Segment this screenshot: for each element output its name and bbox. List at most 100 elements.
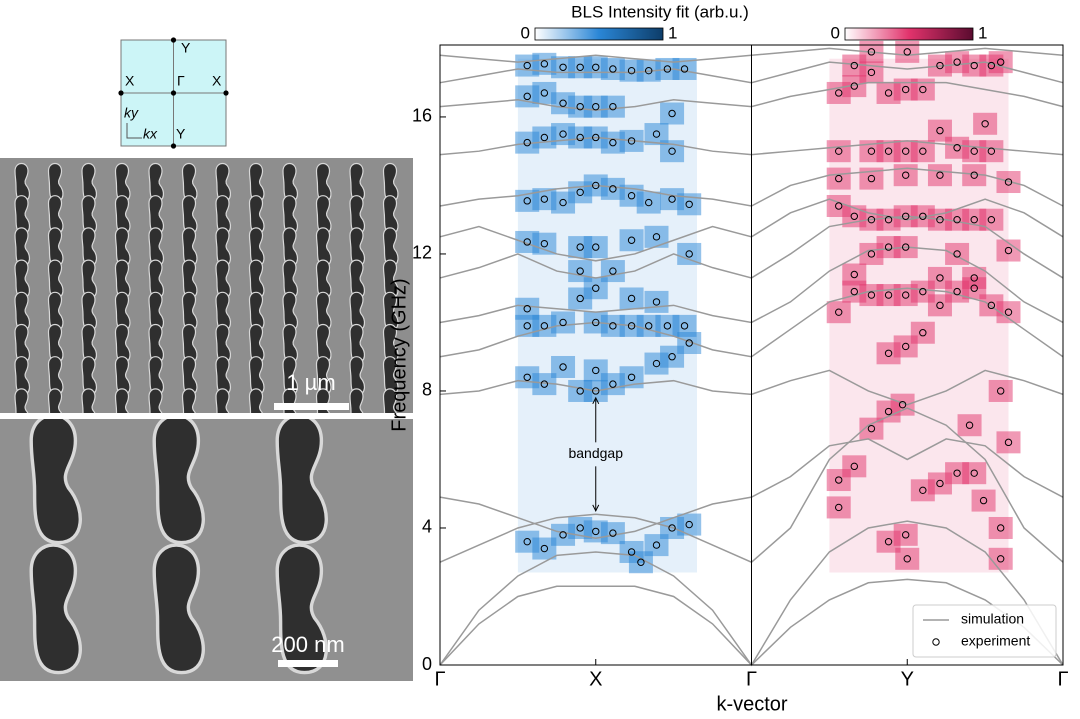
nanostructure xyxy=(114,227,131,267)
nanostructure xyxy=(148,291,164,331)
experiment-point xyxy=(540,133,549,142)
heatmap-cell xyxy=(600,522,625,545)
nanostructure xyxy=(248,227,265,267)
experiment-point xyxy=(987,301,996,310)
nanostructure xyxy=(114,195,131,234)
zone-point xyxy=(170,90,177,96)
experiment-point xyxy=(953,469,961,477)
experiment-point xyxy=(685,200,693,208)
colorbar-tick-label: 1 xyxy=(978,23,987,42)
nanostructure xyxy=(248,388,264,413)
nanostructure xyxy=(248,259,265,299)
experiment-point xyxy=(884,89,893,97)
experiment-point xyxy=(592,102,600,111)
legend-box xyxy=(912,604,1057,658)
experiment-point xyxy=(970,215,978,224)
nanostructure xyxy=(81,291,97,331)
scale-text: 200 nm xyxy=(271,632,344,657)
experiment-point xyxy=(576,387,584,395)
heatmap-cell xyxy=(672,57,697,80)
experiment-point xyxy=(936,171,944,179)
heatmap-cell xyxy=(600,314,625,337)
heatmap-cell xyxy=(628,551,653,574)
nanostructure xyxy=(181,259,198,299)
heatmap-cell xyxy=(600,260,625,283)
nanostructure xyxy=(215,388,230,413)
experiment-point xyxy=(668,109,676,118)
experiment-point xyxy=(936,274,944,282)
zone-point xyxy=(170,143,177,149)
x-tick-label: Y xyxy=(901,668,914,690)
nanostructure xyxy=(47,195,64,234)
arrow-head xyxy=(592,504,600,512)
heatmap-cell xyxy=(644,123,669,146)
experiment-point xyxy=(884,537,893,546)
zone-label: Y xyxy=(181,40,191,56)
colorbar-tick-label: 0 xyxy=(521,23,530,42)
nanostructure xyxy=(248,291,265,331)
nanostructure xyxy=(114,323,131,363)
nanostructure xyxy=(14,388,29,413)
experiment-point xyxy=(668,353,676,361)
nanostructure xyxy=(382,227,399,267)
x-tick-label: Γ xyxy=(434,668,445,690)
nanostructure xyxy=(152,543,205,675)
nanostructure xyxy=(14,227,30,267)
experiment-point xyxy=(592,63,600,71)
heatmap-cell xyxy=(988,516,1013,539)
zone-point xyxy=(118,90,124,96)
nanostructure xyxy=(181,323,198,363)
experiment-point xyxy=(867,68,876,77)
heatmap-cell xyxy=(890,393,915,416)
experiment-point xyxy=(540,89,549,97)
experiment-point xyxy=(970,147,978,155)
experiment-point xyxy=(884,215,893,224)
nanostructure xyxy=(148,356,164,395)
experiment-point xyxy=(576,243,584,251)
experiment-point xyxy=(867,424,876,433)
nanostructure xyxy=(215,227,231,267)
heatmap-cell xyxy=(957,414,982,437)
zone-label: Γ xyxy=(177,73,185,89)
nanostructure xyxy=(114,356,131,395)
nanostructure xyxy=(181,356,198,395)
x-tick-label: X xyxy=(589,668,602,690)
experiment-point xyxy=(901,85,910,94)
nanostructure xyxy=(47,388,63,413)
y-tick-label: 4 xyxy=(422,517,432,537)
nanostructure xyxy=(382,388,398,413)
experiment-point xyxy=(953,144,961,152)
nanostructure xyxy=(81,259,97,299)
colorbar-title: BLS Intensity fit (arb.u.) xyxy=(571,2,749,21)
experiment-point xyxy=(997,555,1005,563)
experiment-point xyxy=(936,61,944,70)
heatmap-cell xyxy=(979,208,1004,231)
nanostructure xyxy=(248,195,265,234)
zone-label: Y xyxy=(176,126,186,142)
experiment-point xyxy=(867,48,876,56)
heatmap-cell xyxy=(532,537,557,560)
experiment-point xyxy=(559,531,567,539)
experiment-point xyxy=(540,60,549,68)
nanostructure xyxy=(114,388,130,413)
experiment-point xyxy=(850,270,858,279)
nanostructure xyxy=(47,291,64,331)
nanostructure xyxy=(181,227,198,267)
experiment-point xyxy=(609,322,617,330)
experiment-point xyxy=(540,544,549,553)
experiment-point xyxy=(884,291,893,299)
experiment-point xyxy=(652,233,661,241)
experiment-point xyxy=(850,287,858,296)
heatmap-cell xyxy=(619,287,644,310)
scale-bar xyxy=(274,403,349,410)
experiment-point xyxy=(850,212,858,220)
colorbar-tick-label: 0 xyxy=(831,23,840,42)
nanostructure xyxy=(282,227,298,267)
experiment-point xyxy=(1004,178,1013,186)
nanostructure xyxy=(215,323,231,363)
nanostructure xyxy=(349,227,365,267)
annotation: bandgap xyxy=(568,445,623,461)
heatmap-cell xyxy=(859,417,884,440)
experiment-point xyxy=(609,102,617,111)
nanostructure xyxy=(47,356,64,395)
